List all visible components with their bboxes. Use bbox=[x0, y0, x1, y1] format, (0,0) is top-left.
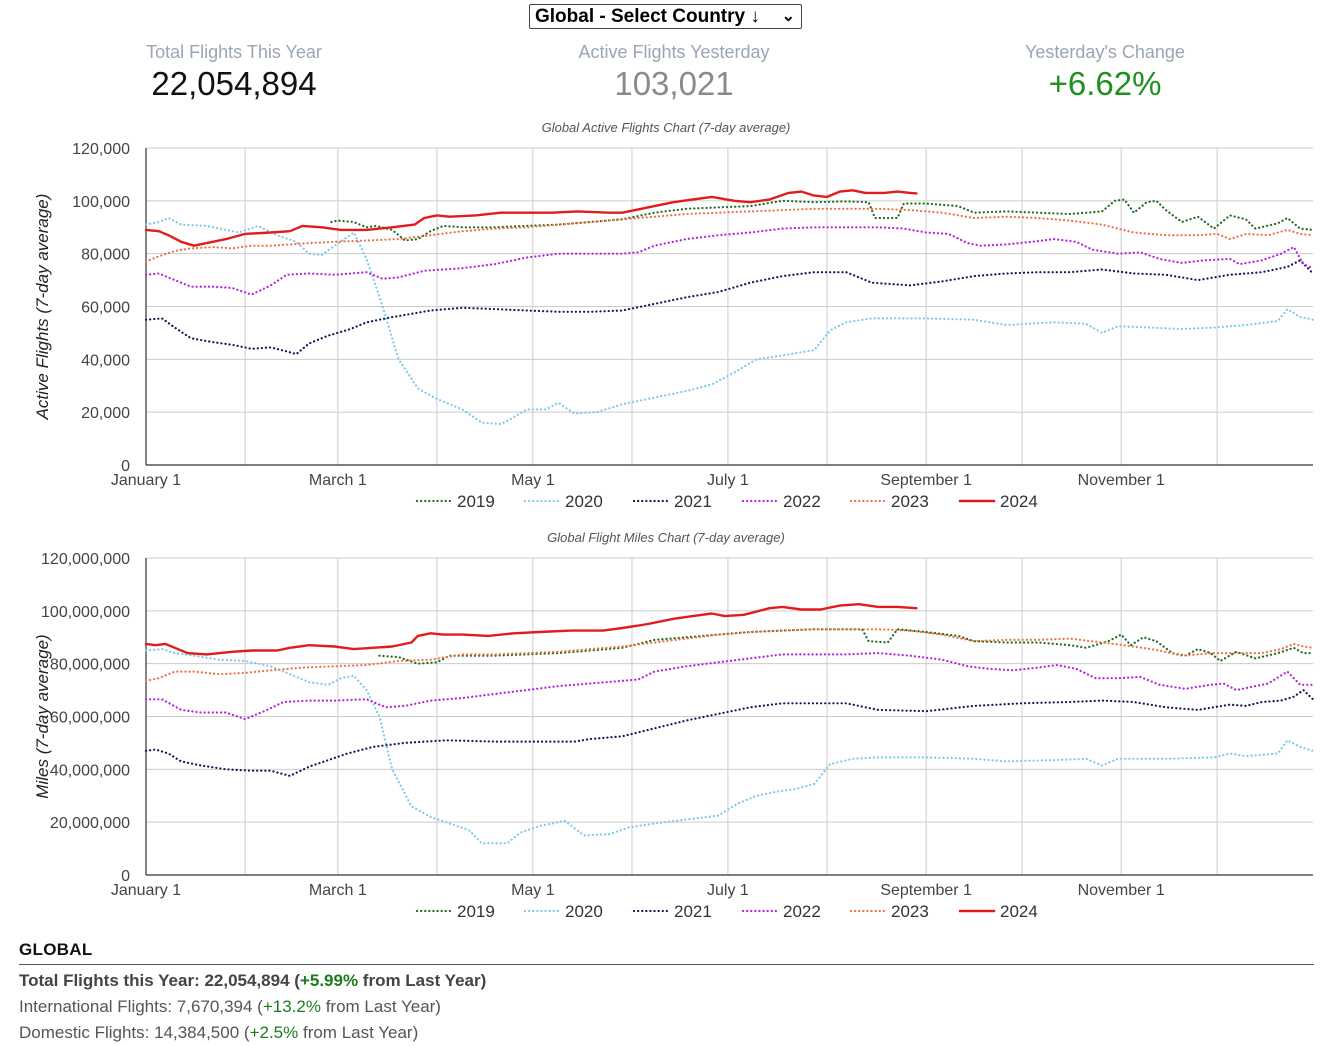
stat-label: Total Flights This Year bbox=[146, 42, 322, 62]
legend-label: 2021 bbox=[674, 902, 712, 921]
x-tick-label: November 1 bbox=[1078, 472, 1165, 489]
flight-miles-chart: Global Flight Miles Chart (7-day average… bbox=[33, 530, 1315, 921]
x-tick-label: May 1 bbox=[511, 472, 555, 489]
chart-title: Global Active Flights Chart (7-day avera… bbox=[542, 120, 791, 135]
x-tick-label: September 1 bbox=[880, 882, 972, 899]
dom-change-value: +2.5% bbox=[249, 1023, 299, 1042]
summary-international-flights: International Flights: 7,670,394 (+13.2%… bbox=[19, 997, 441, 1016]
legend-label: 2020 bbox=[565, 902, 603, 921]
y-tick-label: 120,000 bbox=[72, 141, 130, 158]
y-tick-label: 20,000,000 bbox=[50, 815, 130, 832]
legend-label: 2020 bbox=[565, 492, 603, 511]
stat-label: Active Flights Yesterday bbox=[578, 42, 770, 62]
y-tick-label: 120,000,000 bbox=[41, 551, 130, 568]
y-tick-label: 40,000,000 bbox=[50, 762, 130, 779]
active-flights-chart: Global Active Flights Chart (7-day avera… bbox=[33, 120, 1315, 511]
summary-domestic-flights: Domestic Flights: 14,384,500 (+2.5% from… bbox=[19, 1023, 419, 1042]
series-line-2022 bbox=[144, 226, 1315, 296]
chevron-down-icon: ⌄ bbox=[781, 8, 795, 25]
stat-active-flights: Active Flights Yesterday 103,021 bbox=[524, 42, 824, 103]
legend-label: 2022 bbox=[783, 492, 821, 511]
series-line-2024 bbox=[144, 602, 918, 656]
summary-panel: GLOBAL Total Flights this Year: 22,054,8… bbox=[19, 940, 1314, 1043]
y-axis-label: Miles (7-day average) bbox=[33, 634, 52, 798]
chart-title: Global Flight Miles Chart (7-day average… bbox=[547, 530, 785, 545]
summary-total-flights: Total Flights this Year: 22,054,894 (+5.… bbox=[19, 971, 487, 990]
legend-label: 2024 bbox=[1000, 902, 1038, 921]
summary-heading: GLOBAL bbox=[19, 940, 1314, 965]
x-tick-label: May 1 bbox=[511, 882, 555, 899]
legend-label: 2024 bbox=[1000, 492, 1038, 511]
x-tick-label: September 1 bbox=[880, 472, 972, 489]
series-line-2019 bbox=[378, 628, 1315, 665]
stat-value: +6.62% bbox=[1048, 65, 1162, 102]
x-tick-label: November 1 bbox=[1078, 882, 1165, 899]
y-tick-label: 100,000 bbox=[72, 194, 130, 211]
stat-yesterday-change: Yesterday's Change +6.62% bbox=[955, 42, 1255, 103]
total-change-value: +5.99% bbox=[299, 971, 359, 990]
y-tick-label: 20,000 bbox=[81, 405, 130, 422]
legend-label: 2019 bbox=[457, 902, 495, 921]
x-tick-label: January 1 bbox=[111, 472, 181, 489]
y-tick-label: 60,000,000 bbox=[50, 710, 130, 727]
country-select-label: Global - Select Country ↓ bbox=[535, 5, 760, 27]
stat-value: 22,054,894 bbox=[151, 65, 317, 102]
stat-value: 103,021 bbox=[614, 65, 734, 102]
stat-total-flights: Total Flights This Year 22,054,894 bbox=[84, 42, 384, 103]
legend-label: 2023 bbox=[891, 902, 929, 921]
series-line-2022 bbox=[144, 652, 1315, 721]
series-line-2019 bbox=[330, 198, 1315, 242]
x-tick-label: March 1 bbox=[309, 882, 367, 899]
legend-label: 2021 bbox=[674, 492, 712, 511]
series-line-2021 bbox=[144, 689, 1315, 777]
stat-label: Yesterday's Change bbox=[1025, 42, 1185, 62]
y-tick-label: 80,000 bbox=[81, 247, 130, 264]
y-tick-label: 80,000,000 bbox=[50, 657, 130, 674]
legend-label: 2022 bbox=[783, 902, 821, 921]
legend-label: 2019 bbox=[457, 492, 495, 511]
y-tick-label: 40,000 bbox=[81, 352, 130, 369]
series-line-2024 bbox=[144, 189, 918, 247]
series-line-2020 bbox=[144, 647, 1315, 845]
country-select[interactable]: Global - Select Country ↓ ⌄ bbox=[529, 4, 802, 29]
y-axis-label: Active Flights (7-day average) bbox=[33, 194, 52, 421]
y-tick-label: 0 bbox=[121, 868, 130, 885]
series-line-2023 bbox=[144, 628, 1315, 682]
x-tick-label: July 1 bbox=[707, 472, 749, 489]
y-tick-label: 100,000,000 bbox=[41, 604, 130, 621]
x-tick-label: March 1 bbox=[309, 472, 367, 489]
y-tick-label: 60,000 bbox=[81, 300, 130, 317]
legend-label: 2023 bbox=[891, 492, 929, 511]
x-tick-label: January 1 bbox=[111, 882, 181, 899]
series-line-2020 bbox=[144, 216, 1315, 426]
intl-change-value: +13.2% bbox=[262, 997, 321, 1016]
x-tick-label: July 1 bbox=[707, 882, 749, 899]
y-tick-label: 0 bbox=[121, 458, 130, 475]
